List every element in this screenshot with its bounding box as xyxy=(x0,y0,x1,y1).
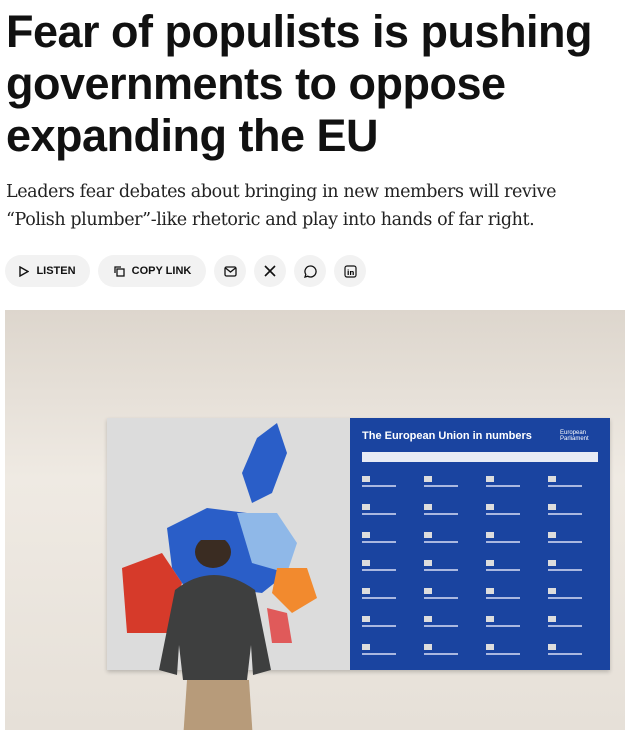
listen-button[interactable]: LISTEN xyxy=(5,255,90,287)
copy-link-button[interactable]: COPY LINK xyxy=(98,255,206,287)
country-stat-cell xyxy=(486,552,536,582)
country-stat-cell xyxy=(424,496,474,526)
board-title: The European Union in numbers xyxy=(362,430,532,442)
country-stat-cell xyxy=(424,580,474,610)
article-title: Fear of populists is pushing governments… xyxy=(6,6,593,161)
share-toolbar: LISTEN COPY LINK in xyxy=(5,255,366,287)
linkedin-icon: in xyxy=(343,264,357,278)
country-stat-cell xyxy=(362,608,412,638)
whatsapp-icon xyxy=(303,264,317,278)
board-stats-strip xyxy=(362,452,598,462)
country-stat-cell xyxy=(486,608,536,638)
country-stat-cell xyxy=(362,636,412,666)
email-icon xyxy=(223,265,237,277)
article-subtitle: Leaders fear debates about bringing in n… xyxy=(6,182,557,230)
country-stat-cell xyxy=(486,524,536,554)
country-stat-cell xyxy=(548,580,598,610)
whatsapp-share-button[interactable] xyxy=(294,255,326,287)
eu-numbers-board: The European Union in numbers European P… xyxy=(107,418,610,670)
svg-text:in: in xyxy=(347,269,354,277)
country-stat-cell xyxy=(548,524,598,554)
country-stat-cell xyxy=(548,552,598,582)
copy-icon xyxy=(113,266,125,277)
country-stat-cell xyxy=(548,608,598,638)
x-share-button[interactable] xyxy=(254,255,286,287)
person-figure xyxy=(159,540,271,730)
listen-label: LISTEN xyxy=(36,265,76,277)
board-logo: European Parliament xyxy=(560,430,589,442)
linkedin-share-button[interactable]: in xyxy=(334,255,366,287)
country-stat-cell xyxy=(424,552,474,582)
country-stat-cell xyxy=(424,608,474,638)
copy-link-label: COPY LINK xyxy=(131,265,192,277)
country-stat-cell xyxy=(486,580,536,610)
article-photo: The European Union in numbers European P… xyxy=(5,310,625,730)
country-stat-cell xyxy=(548,636,598,666)
country-stat-cell xyxy=(424,524,474,554)
eu-numbers-panel: The European Union in numbers European P… xyxy=(350,418,610,670)
x-icon xyxy=(264,265,276,277)
country-stat-cell xyxy=(362,552,412,582)
country-stat-cell xyxy=(362,496,412,526)
country-stat-cell xyxy=(548,496,598,526)
country-stat-cell xyxy=(486,636,536,666)
country-stat-cell xyxy=(362,580,412,610)
country-stat-cell xyxy=(424,468,474,498)
country-stat-cell xyxy=(424,636,474,666)
country-stat-cell xyxy=(362,524,412,554)
country-stat-cell xyxy=(362,468,412,498)
country-stat-cell xyxy=(548,468,598,498)
country-stat-cell xyxy=(486,468,536,498)
email-share-button[interactable] xyxy=(214,255,246,287)
play-icon xyxy=(19,265,30,277)
country-stat-cell xyxy=(486,496,536,526)
